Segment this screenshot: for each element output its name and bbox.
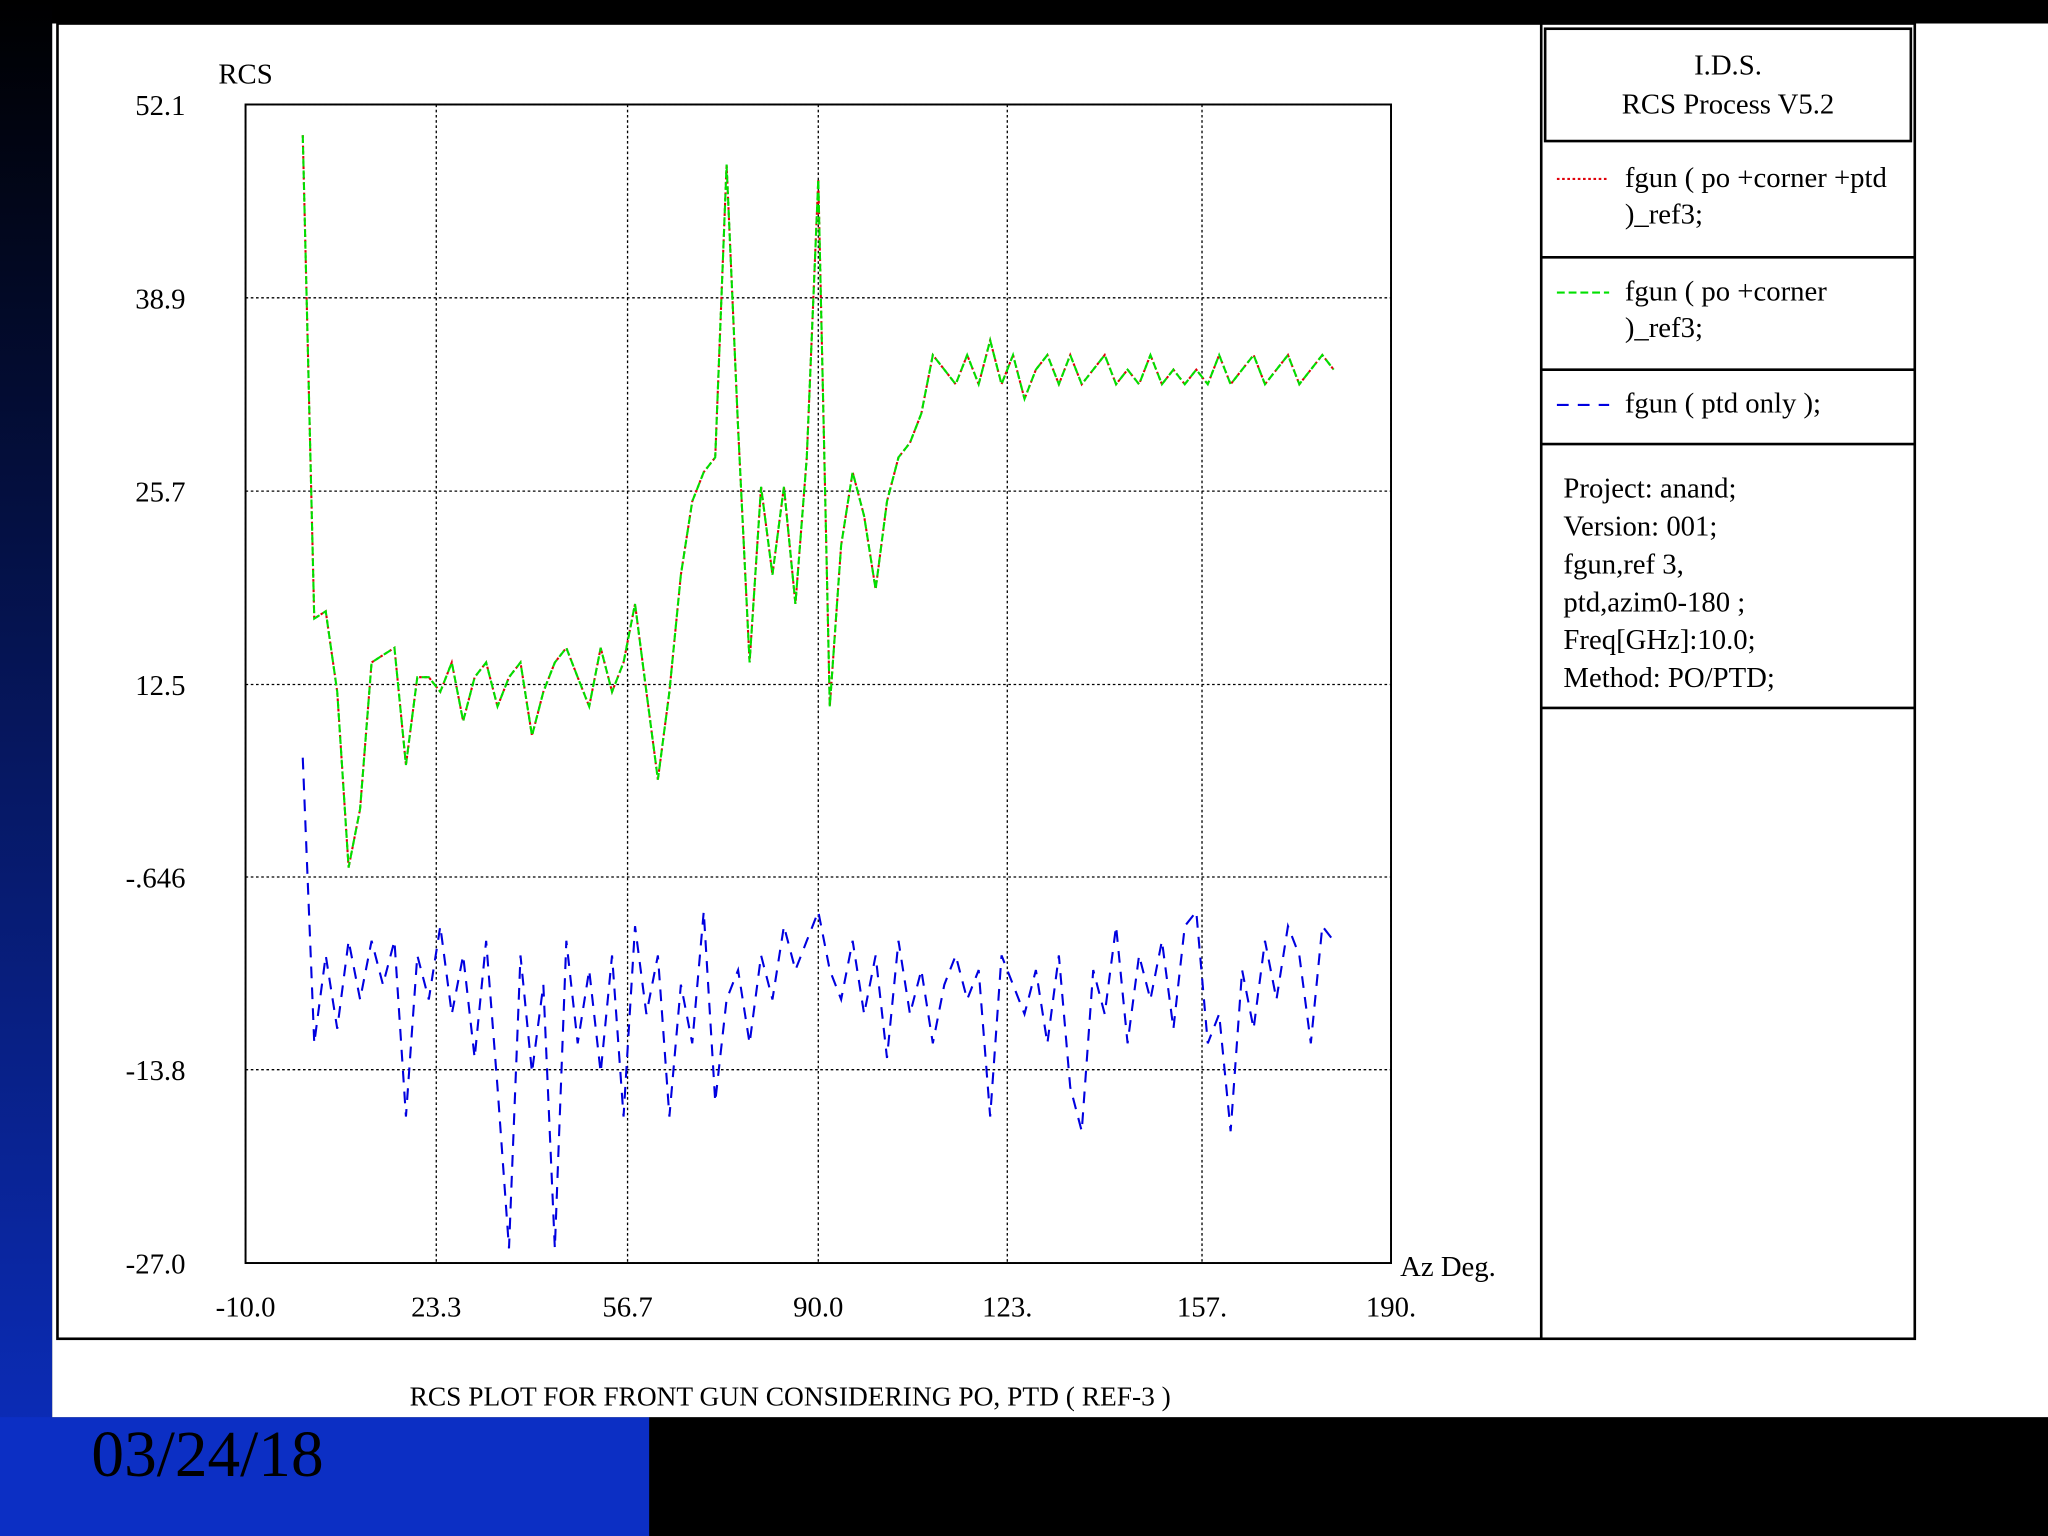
x-tick-label: 190. xyxy=(1366,1292,1416,1324)
date: 03/24/18 xyxy=(91,1419,323,1491)
y-axis-label: RCS xyxy=(218,59,272,91)
y-tick-label: 12.5 xyxy=(135,670,185,702)
plot-border xyxy=(244,103,1392,1264)
frame xyxy=(56,22,1917,1341)
legend-label: fgun ( ptd only ); xyxy=(1625,388,1821,420)
y-tick-label: -27.0 xyxy=(126,1248,186,1280)
x-tick-label: 23.3 xyxy=(411,1292,461,1324)
note-line: Project: anand; xyxy=(1563,473,1736,505)
y-tick-label: -13.8 xyxy=(126,1055,186,1087)
x-tick-label: 123. xyxy=(982,1292,1032,1324)
x-tick-label: -10.0 xyxy=(216,1292,276,1324)
x-tick-label: 157. xyxy=(1177,1292,1227,1324)
note-line: Method: PO/PTD; xyxy=(1563,662,1774,694)
header-line: I.D.S. xyxy=(1694,49,1762,81)
legend-label: fgun ( po +corner +ptd)_ref3; xyxy=(1625,162,1888,231)
header-line: RCS Process V5.2 xyxy=(1622,89,1835,121)
y-tick-label: -.646 xyxy=(126,862,186,894)
x-axis-label: Az Deg. xyxy=(1400,1251,1496,1283)
y-tick-label: 38.9 xyxy=(135,283,185,315)
chart-title: RCS PLOT FOR FRONT GUN CONSIDERING PO, P… xyxy=(410,1381,1171,1411)
legend-separators xyxy=(1541,255,1915,710)
note-line: Version: 001; xyxy=(1563,511,1717,543)
side-band xyxy=(0,0,53,1536)
header-box xyxy=(1543,27,1913,143)
legend-label: fgun ( po +corner)_ref3; xyxy=(1625,275,1827,344)
panel xyxy=(52,23,2048,1418)
note-line: ptd,azim0-180 ; xyxy=(1563,586,1745,618)
footer-band xyxy=(0,1417,650,1536)
y-tick-label: 25.7 xyxy=(135,477,185,509)
x-tick-label: 90.0 xyxy=(793,1292,843,1324)
note-line: fgun,ref 3, xyxy=(1563,548,1683,580)
y-tick-label: 52.1 xyxy=(135,90,185,122)
plot: -27.0 -13.8 -.646 12.5 25.7 38.9 52.1 -10.0 23.3… xyxy=(126,90,1888,1324)
x-tick-label: 56.7 xyxy=(602,1292,652,1324)
note-line: Freq[GHz]:10.0; xyxy=(1563,624,1755,656)
series-line xyxy=(301,135,1335,868)
